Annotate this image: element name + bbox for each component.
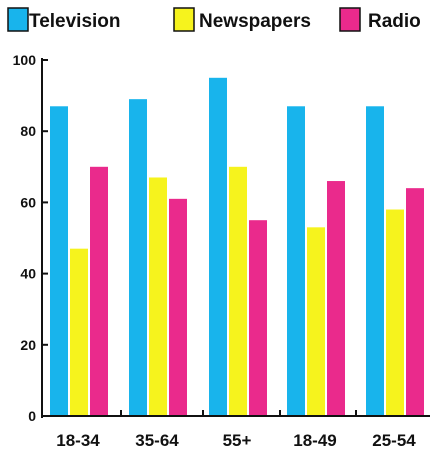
- y-tick-label: 0: [28, 408, 36, 424]
- bar-radio-25-54: [406, 188, 424, 416]
- y-tick-label: 100: [13, 52, 37, 68]
- bar-television-55+: [209, 77, 227, 417]
- x-category-label: 35-64: [135, 431, 179, 450]
- legend: Television Newspapers Radio: [7, 7, 421, 32]
- legend-label-radio: Radio: [368, 11, 421, 32]
- y-tick-label: 20: [20, 337, 36, 353]
- x-category-label: 18-49: [293, 431, 336, 450]
- bar-newspapers-18-34: [70, 248, 88, 416]
- bar-newspapers-18-49: [307, 227, 325, 416]
- x-category-label: 18-34: [56, 431, 100, 450]
- bar-newspapers-55+: [229, 166, 247, 416]
- bar-television-35-64: [129, 99, 147, 416]
- bar-television-18-34: [50, 106, 68, 416]
- bar-newspapers-25-54: [386, 209, 404, 416]
- bar-radio-55+: [249, 220, 267, 416]
- x-axis: 18-34 35-64 55+ 18-49 25-54: [42, 410, 430, 450]
- legend-label-newspapers: Newspapers: [199, 11, 311, 32]
- y-tick-label: 80: [20, 123, 36, 139]
- x-category-label: 25-54: [372, 431, 416, 450]
- bar-television-18-49: [287, 106, 305, 416]
- legend-label-television: Television: [29, 11, 121, 32]
- bar-radio-35-64: [169, 198, 187, 416]
- bar-radio-18-34: [90, 166, 108, 416]
- legend-swatch-television: [7, 7, 29, 32]
- bar-television-25-54: [366, 106, 384, 416]
- legend-swatch-newspapers: [173, 7, 195, 32]
- bars: [50, 77, 424, 417]
- y-tick-label: 60: [20, 194, 36, 210]
- legend-swatch-radio: [339, 7, 361, 32]
- y-tick-label: 40: [20, 266, 36, 282]
- bar-radio-18-49: [327, 181, 345, 416]
- x-category-label: 55+: [223, 431, 252, 450]
- bar-newspapers-35-64: [149, 177, 167, 416]
- y-axis: 0 20 40 60 80 100: [13, 52, 48, 424]
